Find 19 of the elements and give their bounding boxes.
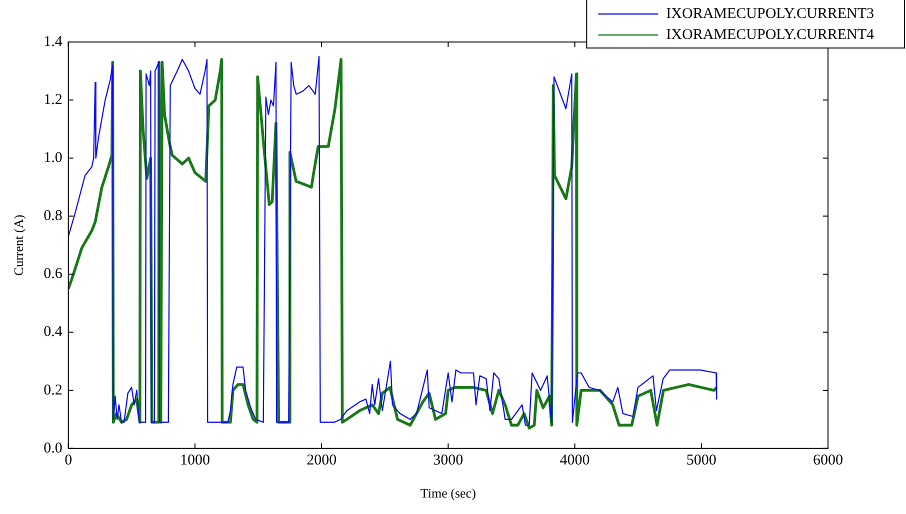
y-tick-label: 0.4 [44, 324, 63, 340]
y-tick-label: 0.6 [44, 266, 63, 282]
y-tick-label: 0.0 [44, 440, 62, 456]
y-axis-title: Current (A) [11, 214, 26, 276]
x-tick-label: 5000 [686, 452, 716, 468]
y-tick-label: 0.2 [44, 382, 62, 398]
x-tick-label: 2000 [306, 452, 337, 468]
x-tick-label: 1000 [180, 452, 210, 468]
legend-label: IXORAMECUPOLY.CURRENT3 [666, 6, 874, 22]
y-tick-label: 0.8 [44, 208, 62, 224]
x-tick-label: 4000 [560, 452, 590, 468]
x-axis-title: Time (sec) [420, 486, 476, 501]
y-tick-label: 1.4 [44, 34, 63, 50]
y-tick-label: 1.2 [44, 92, 62, 108]
x-tick-label: 0 [64, 452, 72, 468]
y-tick-label: 1.0 [44, 150, 62, 166]
x-tick-label: 6000 [813, 452, 843, 468]
x-tick-label: 3000 [433, 452, 464, 468]
legend-label: IXORAMECUPOLY.CURRENT4 [666, 26, 874, 43]
